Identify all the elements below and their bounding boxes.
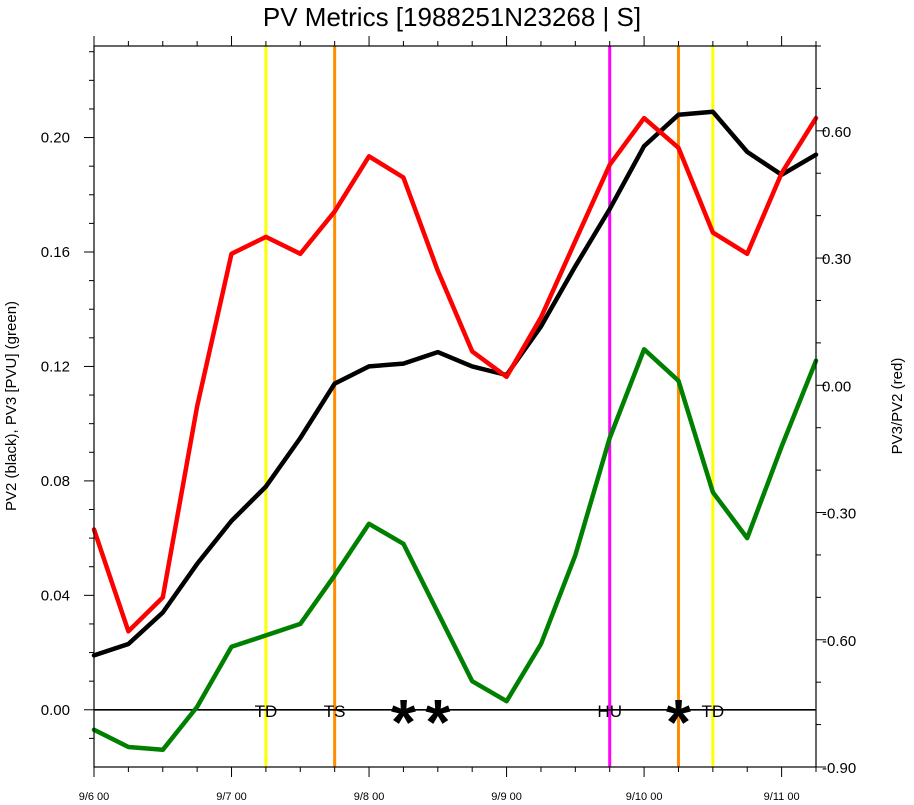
- x-tick-label-0: 9/6 00: [79, 791, 110, 803]
- event-labels: TD TS HU TD* * *: [255, 686, 725, 758]
- y-right-tick-label-4: 0.30: [822, 251, 851, 268]
- y-axis-left-label: PV2 (black), PV3 [PVU] (green): [3, 301, 20, 511]
- event-label-1: TS: [324, 702, 346, 721]
- x-tick-label-4: 9/10 00: [626, 791, 663, 803]
- star-marker-1: *: [425, 686, 450, 758]
- y-left-tick-label-3: 0.12: [41, 358, 70, 375]
- y-left-tick-label-2: 0.08: [41, 473, 70, 490]
- star-marker-2: *: [666, 686, 691, 758]
- y-left-tick-label-4: 0.16: [41, 244, 70, 261]
- event-label-4: TD: [702, 702, 725, 721]
- y-axis-right-label: PV3/PV2 (red): [889, 358, 906, 455]
- x-tick-label-2: 9/8 00: [354, 791, 385, 803]
- series-line-1: [91, 347, 819, 753]
- event-label-2: HU: [597, 702, 622, 721]
- y-left-tick-label-0: 0.00: [41, 702, 70, 719]
- series-line-0: [91, 109, 819, 658]
- y-right-tick-label-2: -0.30: [822, 506, 856, 523]
- series-lines: [91, 109, 819, 753]
- series-line-2: [91, 115, 819, 634]
- chart-title: PV Metrics [1988251N23268 | S]: [263, 2, 641, 32]
- star-marker-0: *: [391, 686, 416, 758]
- x-tick-label-5: 9/11 00: [764, 791, 800, 803]
- y-right-tick-label-0: -0.90: [822, 760, 856, 777]
- y-right-tick-label-3: 0.00: [822, 378, 851, 395]
- y-left-tick-label-5: 0.20: [41, 130, 70, 147]
- y-left-tick-label-1: 0.04: [41, 587, 70, 604]
- x-tick-label-3: 9/9 00: [491, 791, 522, 803]
- event-label-0: TD: [255, 702, 278, 721]
- y-right-tick-label-5: 0.60: [822, 124, 851, 141]
- y-right-tick-label-1: -0.60: [822, 633, 856, 650]
- plot-frame: [93, 45, 817, 768]
- event-lines: [264, 46, 715, 767]
- axis-ticks: 9/6 00 9/7 00 9/8 00 9/9 00 9/10 00 9/11 00 0.…: [41, 36, 856, 803]
- x-tick-label-1: 9/7 00: [216, 791, 247, 803]
